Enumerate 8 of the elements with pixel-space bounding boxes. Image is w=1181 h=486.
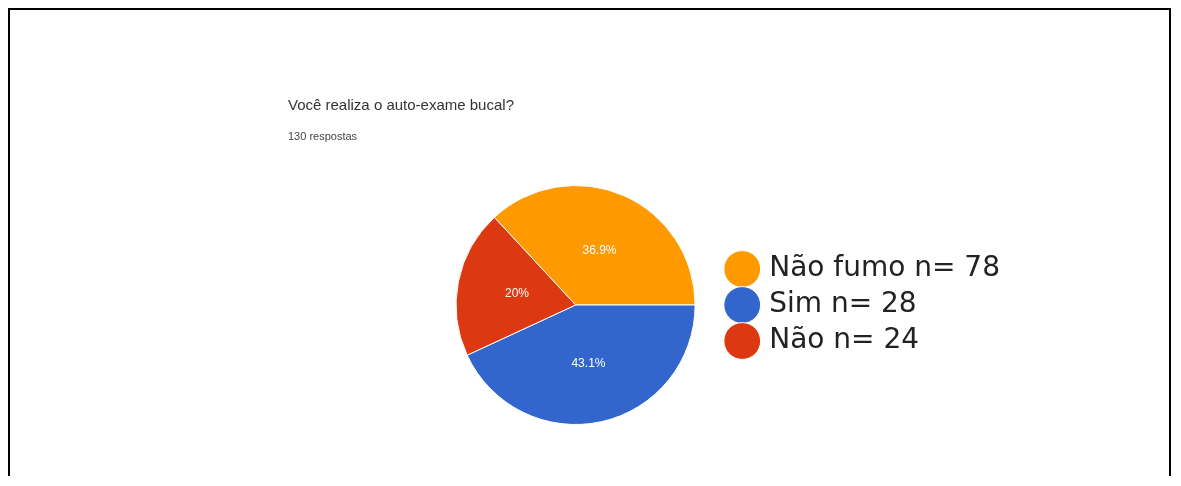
data-label: 20% bbox=[504, 285, 530, 300]
data-label: 43.1% bbox=[571, 355, 606, 370]
legend-label: Sim n= 28 bbox=[769, 286, 917, 320]
chart-title: Você realiza o auto-exame bucal? bbox=[288, 96, 514, 113]
data-label: 36.9% bbox=[582, 242, 617, 257]
text: 130 respostas bbox=[288, 130, 358, 142]
legend-label: Não n= 24 bbox=[769, 322, 920, 356]
legend-label: Não fumo n= 78 bbox=[769, 250, 1000, 284]
